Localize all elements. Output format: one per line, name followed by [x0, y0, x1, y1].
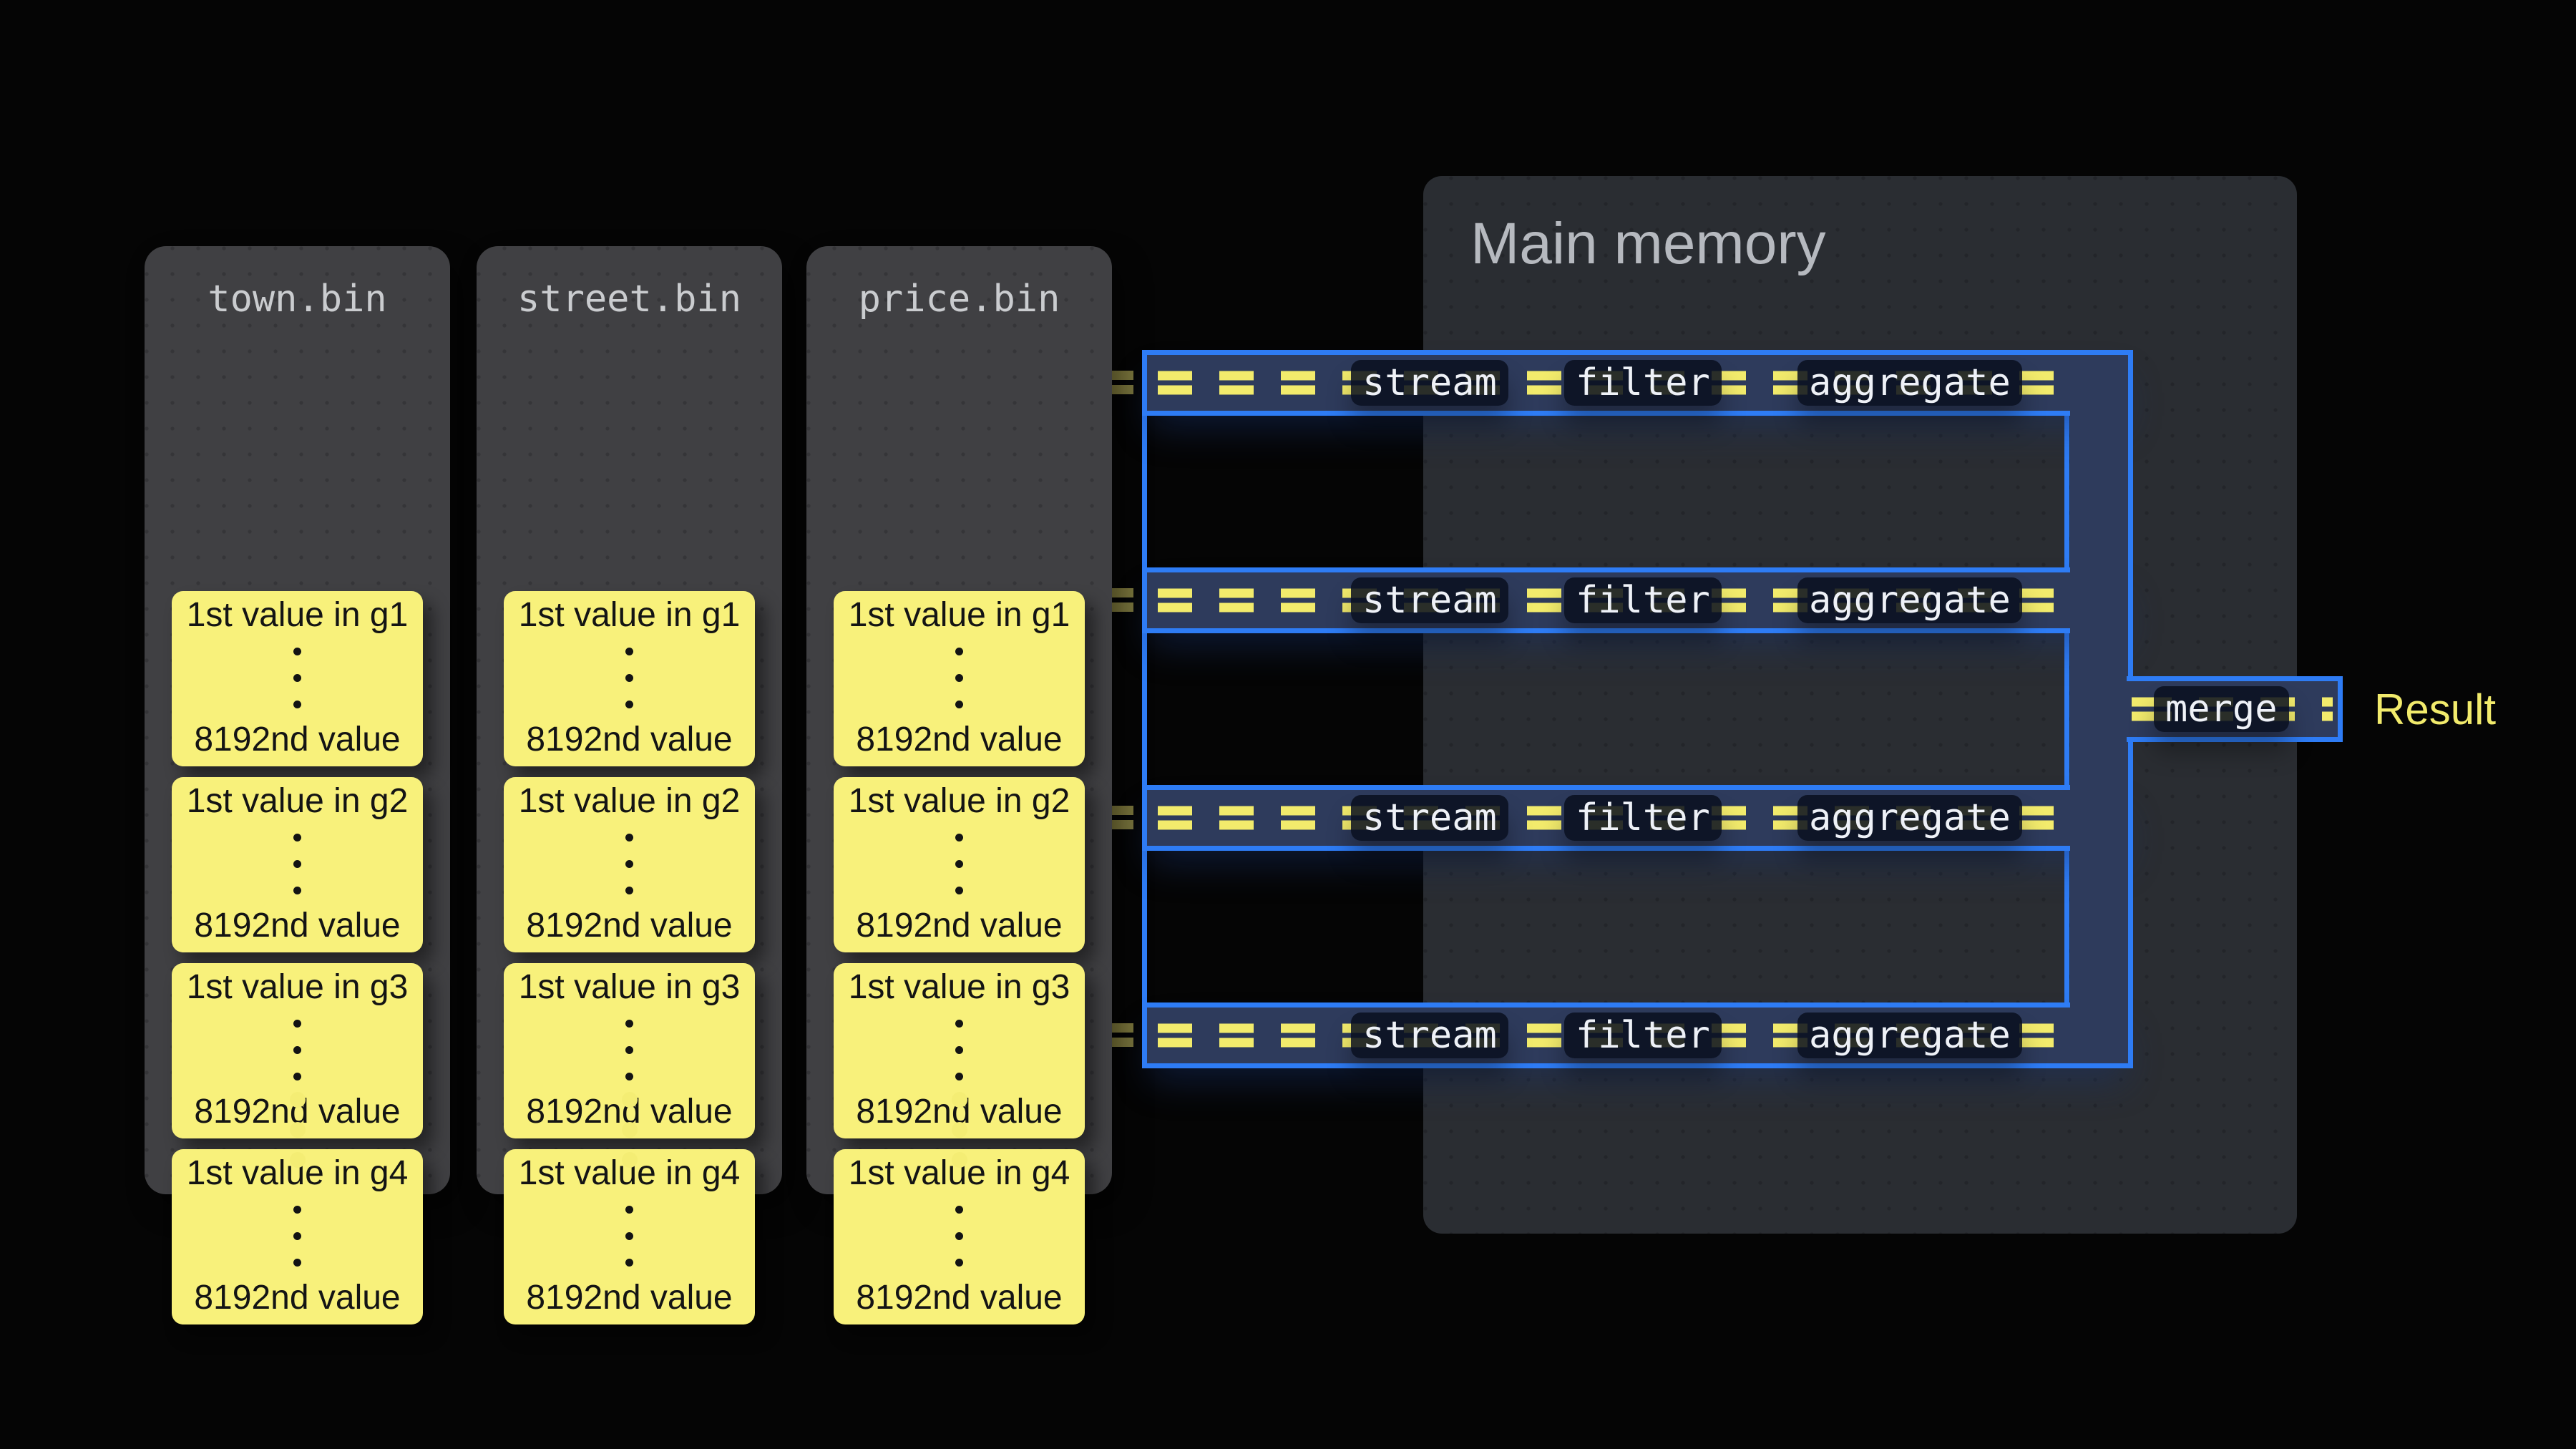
value-block-last-label: 8192nd value [194, 721, 401, 759]
pipeline-bar: stream filter aggregate [1142, 1002, 2133, 1068]
more-groups-ellipsis-icon [951, 1092, 967, 1168]
value-block: 1st value in g2 8192nd value [834, 777, 1085, 952]
stage-label: stream [1362, 1014, 1497, 1057]
main-memory-title: Main memory [1470, 211, 1826, 276]
value-block-first-label: 1st value in g2 [848, 782, 1070, 820]
vertical-ellipsis-icon [625, 1020, 633, 1080]
vertical-ellipsis-icon [293, 1206, 301, 1267]
value-block-first-label: 1st value in g2 [186, 782, 409, 820]
value-block-first-label: 1st value in g3 [518, 968, 741, 1006]
stage-box-aggregate: aggregate [1797, 577, 2022, 623]
value-block-first-label: 1st value in g2 [518, 782, 741, 820]
value-block: 1st value in g4 8192nd value [834, 1149, 1085, 1324]
value-block: 1st value in g1 8192nd value [172, 591, 423, 766]
stage-box-stream: stream [1351, 795, 1508, 841]
file-panel-price: price.bin 1st value in g1 8192nd value 1… [806, 246, 1112, 1324]
stage-box-aggregate: aggregate [1797, 360, 2022, 406]
stage-label: filter [1576, 579, 1710, 622]
vertical-ellipsis-icon [293, 834, 301, 894]
stage-label: merge [2165, 688, 2278, 731]
stage-box-filter: filter [1564, 360, 1722, 406]
pipeline-gap-box [1142, 846, 2069, 1013]
value-block: 1st value in g4 8192nd value [504, 1149, 755, 1324]
stage-label: aggregate [1809, 361, 2011, 404]
value-block-first-label: 1st value in g1 [848, 596, 1070, 634]
merge-bar: merge [2127, 676, 2343, 742]
value-block: 1st value in g3 8192nd value [172, 963, 423, 1138]
stage-label: filter [1576, 796, 1710, 839]
value-block: 1st value in g1 8192nd value [834, 591, 1085, 766]
stage-box-merge: merge [2154, 686, 2289, 732]
stage-box-aggregate: aggregate [1797, 795, 2022, 841]
file-panel-town: town.bin 1st value in g1 8192nd value 1s… [145, 246, 450, 1324]
vertical-ellipsis-icon [625, 648, 633, 708]
stage-box-filter: filter [1564, 795, 1722, 841]
stage-box-stream: stream [1351, 577, 1508, 623]
value-block-last-label: 8192nd value [194, 907, 401, 945]
result-label: Result [2374, 685, 2497, 733]
stage-box-aggregate: aggregate [1797, 1013, 2022, 1058]
value-block-first-label: 1st value in g1 [518, 596, 741, 634]
value-block-last-label: 8192nd value [526, 721, 733, 759]
pipeline-gap-box [1142, 628, 2069, 795]
stage-label: stream [1362, 796, 1497, 839]
value-block: 1st value in g4 8192nd value [172, 1149, 423, 1324]
stage-label: stream [1362, 361, 1497, 404]
pipeline-bar: stream filter aggregate [1142, 350, 2133, 416]
stage-label: aggregate [1809, 796, 2011, 839]
stage-box-filter: filter [1564, 577, 1722, 623]
value-block-last-label: 8192nd value [856, 721, 1063, 759]
pipeline-collector-bar [2070, 350, 2133, 1068]
stage-label: aggregate [1809, 1014, 2011, 1057]
stage-box-stream: stream [1351, 360, 1508, 406]
file-title: street.bin [517, 278, 742, 321]
file-panel-street: street.bin 1st value in g1 8192nd value … [477, 246, 782, 1324]
more-groups-ellipsis-icon [289, 1092, 306, 1168]
stage-label: filter [1576, 1014, 1710, 1057]
value-block: 1st value in g1 8192nd value [504, 591, 755, 766]
value-block-first-label: 1st value in g1 [186, 596, 409, 634]
pipeline-bar: stream filter aggregate [1142, 785, 2133, 851]
vertical-ellipsis-icon [293, 1020, 301, 1080]
stage-label: filter [1576, 361, 1710, 404]
file-title: price.bin [858, 278, 1060, 321]
value-block: 1st value in g3 8192nd value [834, 963, 1085, 1138]
stage-label: aggregate [1809, 579, 2011, 622]
vertical-ellipsis-icon [625, 834, 633, 894]
value-block-first-label: 1st value in g3 [848, 968, 1070, 1006]
value-block: 1st value in g2 8192nd value [172, 777, 423, 952]
stage-label: stream [1362, 579, 1497, 622]
more-groups-ellipsis-icon [621, 1092, 638, 1168]
value-block-last-label: 8192nd value [856, 1279, 1063, 1317]
value-block: 1st value in g2 8192nd value [504, 777, 755, 952]
vertical-ellipsis-icon [955, 648, 963, 708]
vertical-ellipsis-icon [625, 1206, 633, 1267]
vertical-ellipsis-icon [955, 1020, 963, 1080]
stage-box-filter: filter [1564, 1013, 1722, 1058]
vertical-ellipsis-icon [955, 1206, 963, 1267]
pipeline-bar: stream filter aggregate [1142, 567, 2133, 633]
value-block-first-label: 1st value in g3 [186, 968, 409, 1006]
vertical-ellipsis-icon [955, 834, 963, 894]
vertical-ellipsis-icon [293, 648, 301, 708]
stage-box-stream: stream [1351, 1013, 1508, 1058]
pipeline-gap-box [1142, 411, 2069, 577]
file-title: town.bin [208, 278, 387, 321]
value-block-last-label: 8192nd value [856, 907, 1063, 945]
value-block-last-label: 8192nd value [194, 1279, 401, 1317]
value-block-last-label: 8192nd value [526, 1279, 733, 1317]
value-block-last-label: 8192nd value [526, 907, 733, 945]
